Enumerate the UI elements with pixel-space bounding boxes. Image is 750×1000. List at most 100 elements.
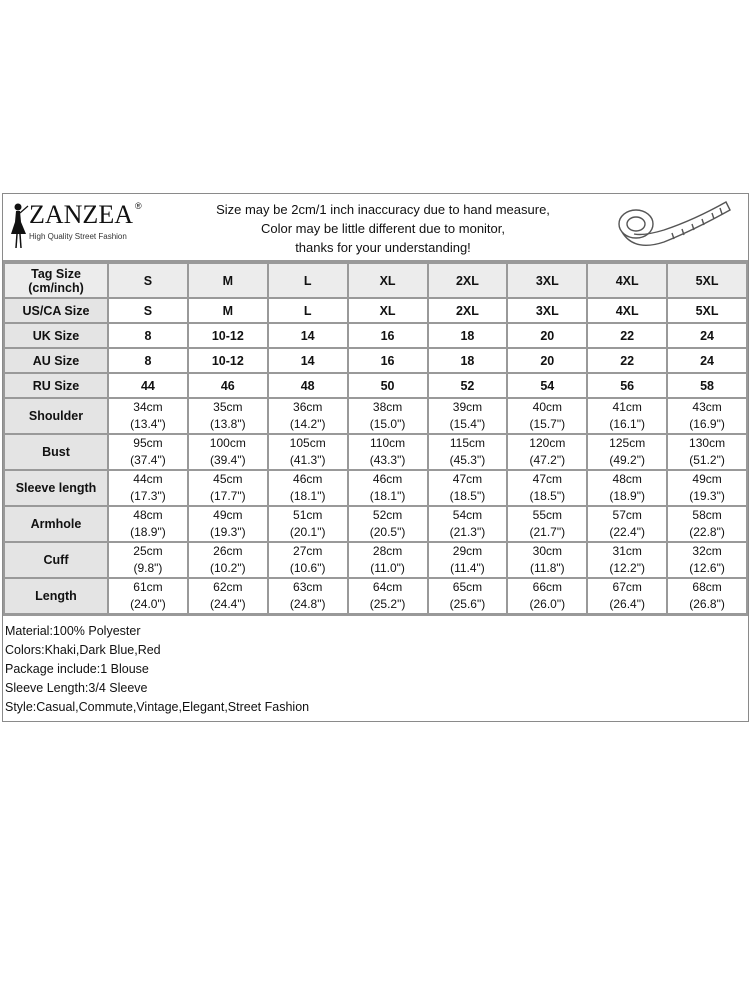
inch-value: (43.3") [369, 453, 406, 467]
inch-value: (10.2") [210, 561, 246, 575]
row-label: Sleeve length [3, 469, 109, 507]
inch-value: (19.3") [210, 525, 246, 539]
fashion-figure-icon [11, 203, 29, 249]
inch-value: (17.7") [210, 489, 246, 503]
measurement-cell: 61cm (24.0") [107, 577, 189, 615]
row-label: US/CA Size [3, 297, 109, 324]
measurement-cell: 66cm (26.0") [506, 577, 589, 615]
measurement-cell: 47cm (18.5") [506, 469, 589, 507]
measurement-cell: 25cm (9.8") [107, 541, 189, 579]
size-cell: 18 [426, 347, 509, 374]
cm-value: 115cm [449, 436, 485, 450]
measurement-cell: 55cm (21.7") [506, 505, 589, 543]
cm-value: 54cm [452, 508, 483, 522]
cm-value: 105cm [289, 436, 326, 450]
cm-value: 26cm [213, 544, 243, 558]
size-cell: 5XL [666, 262, 748, 299]
size-cell: 22 [586, 347, 669, 374]
inch-value: (21.7") [529, 525, 566, 539]
row-label: UK Size [3, 322, 109, 349]
cm-value: 49cm [213, 508, 243, 522]
measurement-row: Sleeve length 44cm (17.3") 45cm (17.7") 46cm (… [3, 469, 748, 507]
row-label: AU Size [3, 347, 109, 374]
size-cell: 14 [266, 347, 349, 374]
size-cell: 2XL [426, 297, 509, 324]
size-cell: 3XL [506, 262, 589, 299]
cm-value: 30cm [532, 544, 562, 558]
note-colors: Colors:Khaki,Dark Blue,Red [5, 643, 161, 657]
size-row: Tag Size (cm/inch) S M L XL 2XL 3XL 4XL 5XL [3, 262, 748, 299]
measurement-cell: 100cm (39.4") [186, 433, 269, 471]
size-cell: 3XL [506, 297, 589, 324]
inch-value: (18.1") [369, 489, 406, 503]
measurement-cell: 43cm (16.9") [666, 397, 748, 435]
inch-value: (20.1") [289, 525, 326, 539]
inch-value: (16.1") [609, 417, 645, 431]
inch-value: (24.4") [210, 597, 246, 611]
inch-value: (20.5") [369, 525, 406, 539]
inch-value: (18.5") [529, 489, 566, 503]
note-sleeve: Sleeve Length:3/4 Sleeve [5, 681, 148, 695]
note-material: Material:100% Polyester [5, 624, 141, 638]
row-label: RU Size [3, 372, 109, 399]
inch-value: (26.8") [689, 597, 725, 611]
inch-value: (14.2") [289, 417, 326, 431]
measurement-row: Cuff 25cm (9.8") 26cm (10.2") 27cm (10.6") 28cm… [3, 541, 748, 579]
note-package: Package include:1 Blouse [5, 662, 149, 676]
measurement-cell: 52cm (20.5") [346, 505, 429, 543]
size-cell: 5XL [666, 297, 748, 324]
measurement-cell: 120cm (47.2") [506, 433, 589, 471]
inch-value: (22.4") [609, 525, 645, 539]
inch-value: (26.0") [529, 597, 566, 611]
cm-value: 31cm [612, 544, 642, 558]
size-table: Tag Size (cm/inch) S M L XL 2XL 3XL 4XL 5XL US/CA… [3, 262, 748, 615]
measurement-cell: 51cm (20.1") [266, 505, 349, 543]
measurement-cell: 95cm (37.4") [107, 433, 189, 471]
inch-value: (19.3") [689, 489, 725, 503]
size-cell: 24 [666, 347, 748, 374]
measurement-cell: 27cm (10.6") [266, 541, 349, 579]
measurement-row: Bust 95cm (37.4") 100cm (39.4") 105cm (41.3") 1… [3, 433, 748, 471]
measurement-cell: 38cm (15.0") [346, 397, 429, 435]
inch-value: (25.2") [369, 597, 406, 611]
note-style: Style:Casual,Commute,Vintage,Elegant,Str… [5, 700, 310, 714]
cm-value: 39cm [452, 400, 483, 414]
size-cell: 16 [346, 322, 429, 349]
measurement-cell: 49cm (19.3") [666, 469, 748, 507]
measurement-cell: 110cm (43.3") [346, 433, 429, 471]
measurement-row: Length 61cm (24.0") 62cm (24.4") 63cm (24.8") 6… [3, 577, 748, 615]
cm-value: 48cm [612, 472, 642, 486]
size-row: RU Size 44 46 48 50 52 54 56 58 [3, 372, 748, 399]
measurement-cell: 57cm (22.4") [586, 505, 669, 543]
size-cell: 16 [346, 347, 429, 374]
inch-value: (51.2") [689, 453, 725, 467]
row-label: Cuff [3, 541, 109, 579]
size-cell: XL [346, 262, 429, 299]
measurement-cell: 34cm (13.4") [107, 397, 189, 435]
size-chart: ZANZEA ® High Quality Street Fashion Size… [2, 193, 749, 722]
cm-value: 36cm [293, 400, 323, 414]
inch-value: (18.9") [609, 489, 645, 503]
size-cell: 22 [586, 322, 669, 349]
measurement-cell: 40cm (15.7") [506, 397, 589, 435]
measurement-cell: 54cm (21.3") [426, 505, 509, 543]
measuring-tape-icon [618, 201, 731, 246]
measurement-cell: 65cm (25.6") [426, 577, 509, 615]
size-cell: L [266, 297, 349, 324]
measurement-cell: 105cm (41.3") [266, 433, 349, 471]
size-row: US/CA Size S M L XL 2XL 3XL 4XL 5XL [3, 297, 748, 324]
measurement-cell: 30cm (11.8") [506, 541, 589, 579]
cm-value: 25cm [133, 544, 163, 558]
inch-value: (49.2") [609, 453, 645, 467]
size-cell: 50 [346, 372, 429, 399]
inch-value: (13.4") [130, 417, 166, 431]
size-cell: 14 [266, 322, 349, 349]
cm-value: 32cm [692, 544, 722, 558]
size-cell: 52 [426, 372, 509, 399]
inch-value: (18.1") [289, 489, 326, 503]
size-cell: 44 [107, 372, 189, 399]
size-cell: 2XL [426, 262, 509, 299]
inch-value: (15.4") [449, 417, 486, 431]
measurement-cell: 62cm (24.4") [186, 577, 269, 615]
notice-line: Size may be 2cm/1 inch inaccuracy due to… [216, 202, 550, 217]
